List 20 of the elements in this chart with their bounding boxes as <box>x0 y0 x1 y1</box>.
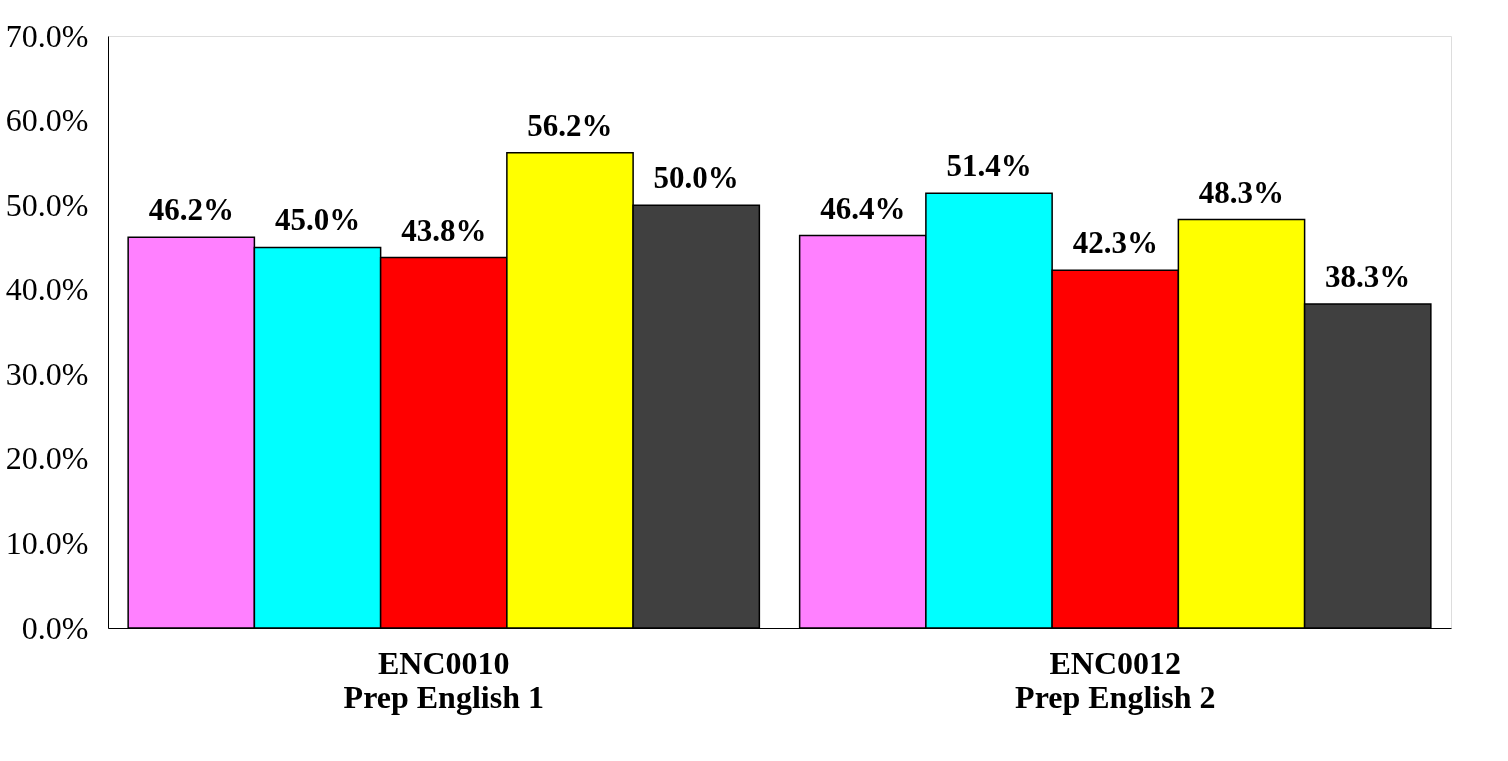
data-label: 43.8% <box>401 212 487 248</box>
y-tick-label: 0.0% <box>21 609 89 646</box>
y-tick-label: 20.0% <box>5 440 89 477</box>
data-label: 42.3% <box>1072 225 1158 261</box>
data-label: 38.3% <box>1325 259 1411 295</box>
data-label: 56.2% <box>527 107 613 143</box>
data-label: 48.3% <box>1198 174 1285 210</box>
data-label: 45.0% <box>274 202 361 238</box>
data-label: 51.4% <box>946 148 1032 184</box>
y-tick-label: 40.0% <box>5 271 89 308</box>
x-tick-label: ENC0012 Prep English 2 <box>1015 644 1216 715</box>
y-tick-label: 30.0% <box>5 355 89 392</box>
x-tick-label: ENC0010 Prep English 1 <box>343 644 544 715</box>
y-tick-label: 50.0% <box>5 186 89 223</box>
y-tick-label: 60.0% <box>5 102 89 139</box>
data-label: 46.2% <box>148 192 234 228</box>
y-tick-label: 70.0% <box>5 17 89 54</box>
data-label: 50.0% <box>653 160 739 196</box>
data-label: 46.4% <box>820 190 906 226</box>
y-tick-label: 10.0% <box>5 524 89 561</box>
